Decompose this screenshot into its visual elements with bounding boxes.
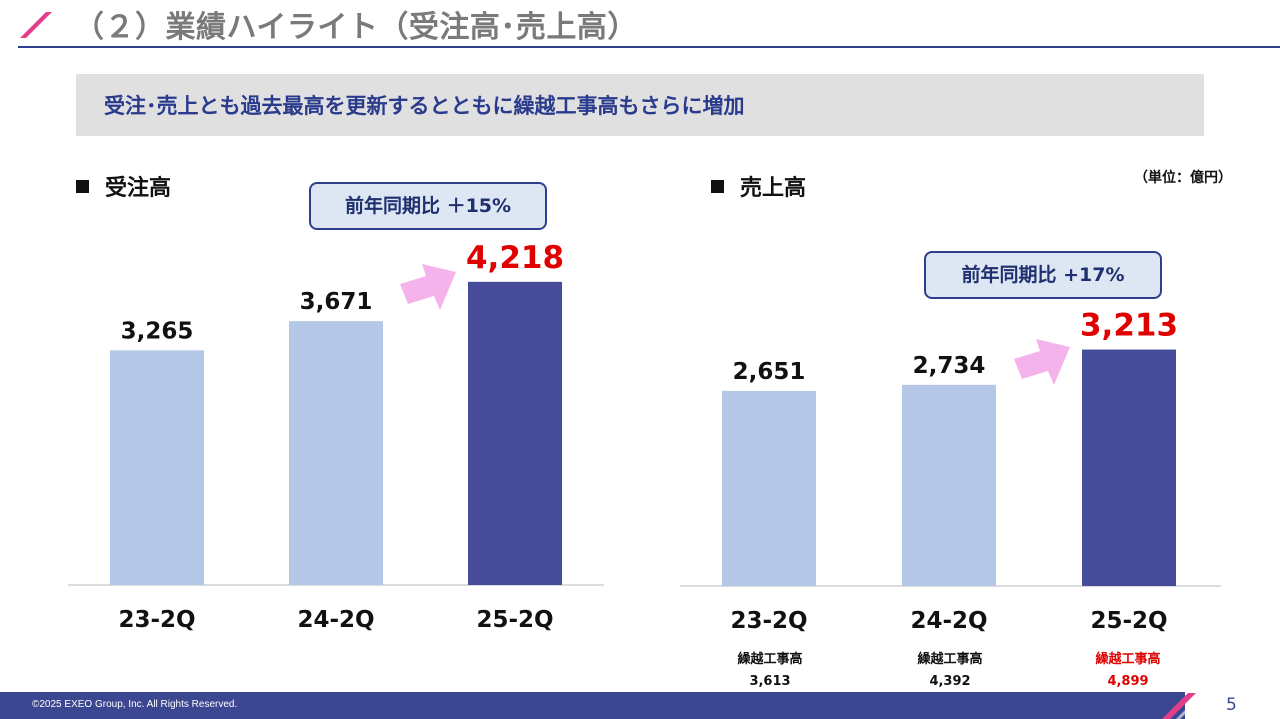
bar	[468, 281, 562, 585]
bar	[110, 350, 204, 585]
sales-label-text: 売上高	[740, 176, 807, 201]
bullet-square-icon	[76, 180, 89, 193]
page-number: 5	[1226, 695, 1237, 715]
category-label: 23-2Q	[730, 608, 807, 634]
footer-bar: ©2025 EXEO Group, Inc. All Rights Reserv…	[0, 692, 1185, 719]
backlog-value: 3,613	[749, 674, 791, 689]
page-title: （２）業績ハイライト（受注高･売上高）	[74, 10, 638, 45]
data-label: 2,651	[733, 359, 806, 385]
sales-bar-chart: 2,651 23-2Q 2,734 24-2Q 3,213 25-2Q	[680, 300, 1221, 640]
summary-banner: 受注･売上とも過去最高を更新するとともに繰越工事高もさらに増加	[76, 74, 1204, 136]
orders-bar-chart: 3,265 23-2Q 3,671 24-2Q 4,218 25-2Q	[68, 240, 604, 640]
sales-growth-arrow-icon	[1014, 339, 1070, 385]
data-label: 3,671	[300, 289, 373, 315]
bar	[289, 321, 383, 585]
orders-yoy-callout: 前年同期比 ＋15%	[309, 182, 547, 230]
category-label: 25-2Q	[1090, 608, 1167, 634]
data-label: 2,734	[913, 353, 986, 379]
data-label: 3,213	[1080, 308, 1178, 344]
orders-section-label: 受注高	[76, 170, 171, 202]
category-label: 23-2Q	[118, 607, 195, 633]
bar	[1082, 349, 1176, 586]
bar	[722, 390, 816, 586]
backlog-label: 繰越工事高	[917, 652, 983, 667]
sales-yoy-callout: 前年同期比 +17%	[924, 251, 1162, 299]
summary-banner-text: 受注･売上とも過去最高を更新するとともに繰越工事高もさらに増加	[104, 94, 745, 118]
bar	[902, 384, 996, 586]
category-label: 25-2Q	[476, 607, 553, 633]
unit-note: （単位：億円）	[1134, 170, 1232, 186]
title-accent-slash	[20, 12, 52, 38]
backlog-value-highlight: 4,899	[1107, 674, 1149, 689]
backlog-value: 4,392	[929, 674, 971, 689]
title-divider	[18, 46, 1280, 48]
orders-growth-arrow-icon	[400, 264, 456, 310]
data-label: 3,265	[121, 318, 194, 344]
copyright-text: ©2025 EXEO Group, Inc. All Rights Reserv…	[32, 699, 238, 710]
orders-label-text: 受注高	[105, 176, 172, 201]
sales-section-label: 売上高	[711, 170, 806, 202]
data-label: 4,218	[466, 240, 564, 276]
footer-accent-slash	[1162, 693, 1200, 719]
backlog-label-highlight: 繰越工事高	[1095, 652, 1161, 667]
category-label: 24-2Q	[297, 607, 374, 633]
category-label: 24-2Q	[910, 608, 987, 634]
bullet-square-icon	[711, 180, 724, 193]
backlog-label: 繰越工事高	[737, 652, 803, 667]
